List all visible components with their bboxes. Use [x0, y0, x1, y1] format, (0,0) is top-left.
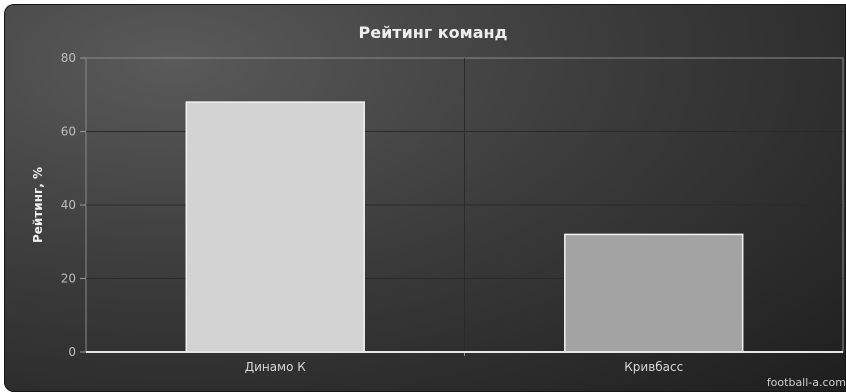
y-tick-label: 20 [61, 272, 76, 286]
x-tick-label: Кривбасс [624, 360, 683, 374]
x-tick-label: Динамо К [245, 360, 307, 374]
bar-1 [185, 101, 365, 353]
chart-title: Рейтинг команд [359, 23, 508, 42]
y-tick-label: 40 [61, 198, 76, 212]
y-tick-label: 60 [61, 125, 76, 139]
source-credit: football-a.com [767, 376, 846, 389]
y-axis-ticks: 0 20 40 60 80 [61, 51, 86, 359]
y-axis-label: Рейтинг, % [31, 167, 45, 243]
x-axis-ticks: Динамо К Кривбасс [245, 352, 683, 374]
bar-2 [564, 233, 744, 353]
y-tick-label: 0 [68, 345, 76, 359]
y-tick-label: 80 [61, 51, 76, 65]
